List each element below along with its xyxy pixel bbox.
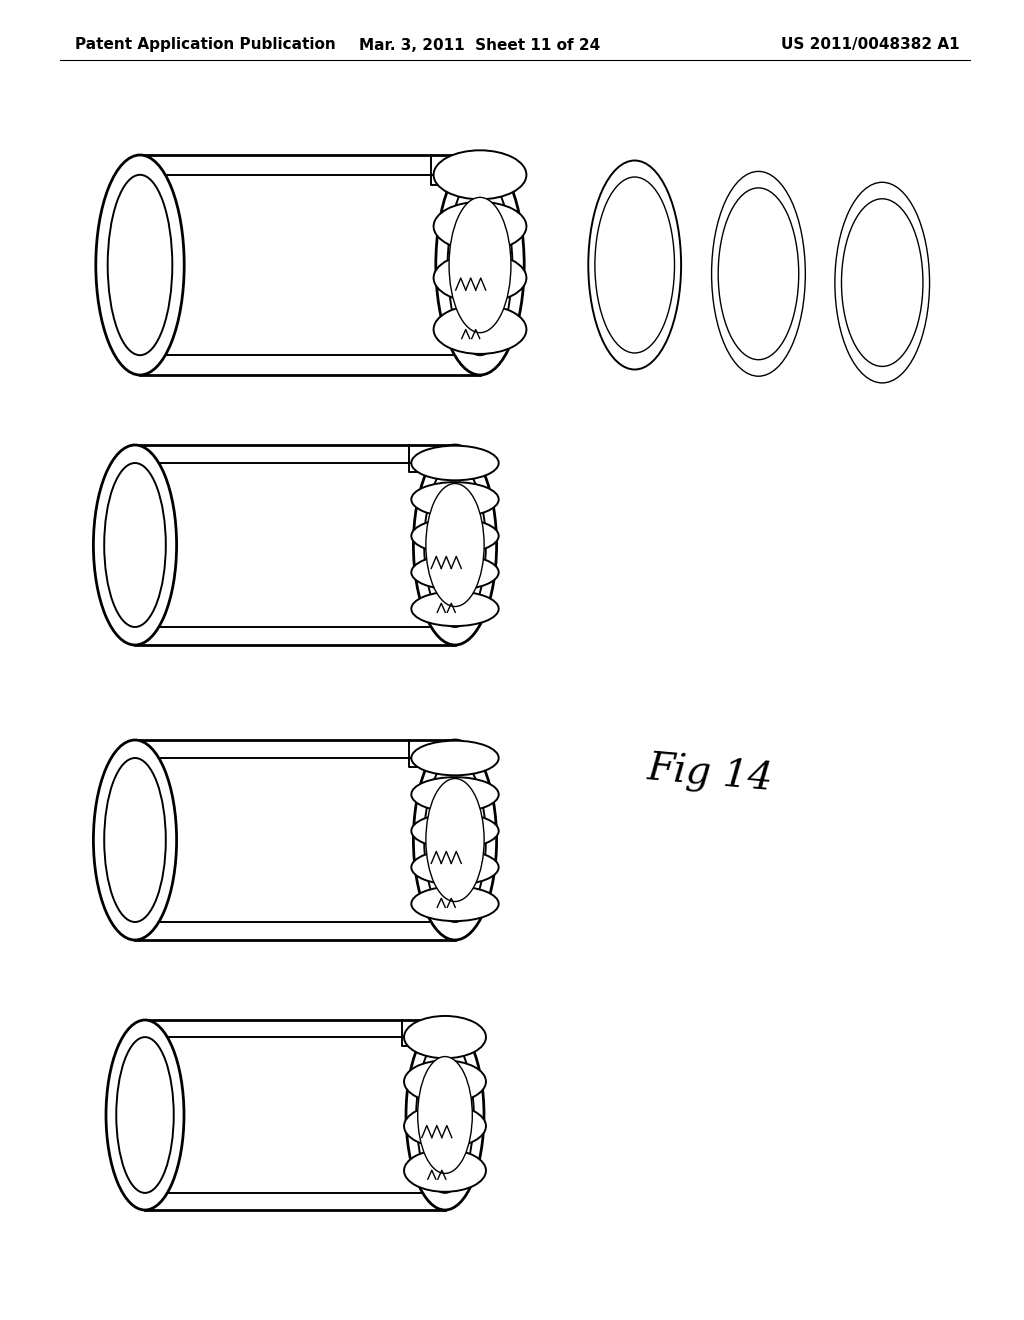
Ellipse shape <box>412 591 499 626</box>
Ellipse shape <box>712 172 805 376</box>
Ellipse shape <box>589 161 681 370</box>
Ellipse shape <box>835 182 930 383</box>
Ellipse shape <box>412 813 499 849</box>
Ellipse shape <box>433 150 526 199</box>
Ellipse shape <box>450 198 511 333</box>
Ellipse shape <box>426 779 484 902</box>
Ellipse shape <box>426 483 484 606</box>
Ellipse shape <box>412 519 499 553</box>
Ellipse shape <box>404 1060 486 1102</box>
Ellipse shape <box>412 777 499 812</box>
Ellipse shape <box>433 202 526 251</box>
Ellipse shape <box>718 187 799 360</box>
Text: Patent Application Publication: Patent Application Publication <box>75 37 336 53</box>
Ellipse shape <box>436 154 524 375</box>
Ellipse shape <box>404 1016 486 1059</box>
Ellipse shape <box>418 1056 472 1173</box>
Ellipse shape <box>414 445 497 645</box>
Ellipse shape <box>106 1020 184 1210</box>
Ellipse shape <box>406 1020 484 1210</box>
Ellipse shape <box>414 741 497 940</box>
Ellipse shape <box>93 445 176 645</box>
Text: Mar. 3, 2011  Sheet 11 of 24: Mar. 3, 2011 Sheet 11 of 24 <box>359 37 601 53</box>
Ellipse shape <box>412 850 499 884</box>
Ellipse shape <box>412 887 499 921</box>
Ellipse shape <box>404 1105 486 1147</box>
Ellipse shape <box>404 1150 486 1192</box>
Ellipse shape <box>842 199 923 367</box>
Ellipse shape <box>595 177 675 352</box>
Ellipse shape <box>433 253 526 302</box>
Ellipse shape <box>412 741 499 775</box>
Ellipse shape <box>412 482 499 516</box>
Ellipse shape <box>93 741 176 940</box>
Ellipse shape <box>412 554 499 590</box>
Text: Fig 14: Fig 14 <box>645 751 774 800</box>
Ellipse shape <box>412 446 499 480</box>
Ellipse shape <box>96 154 184 375</box>
Text: US 2011/0048382 A1: US 2011/0048382 A1 <box>781 37 961 53</box>
Ellipse shape <box>433 305 526 354</box>
